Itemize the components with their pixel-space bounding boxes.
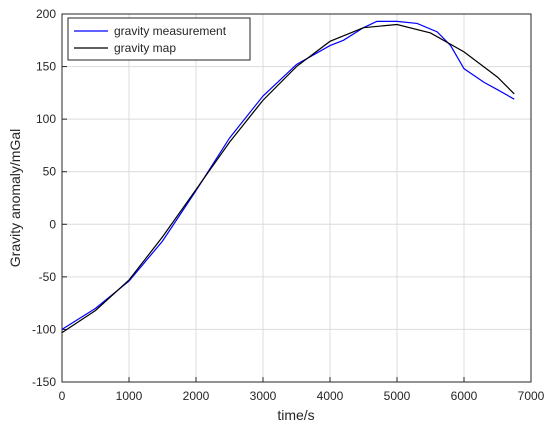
y-axis-label: Gravity anomaly/mGal <box>7 129 23 267</box>
plot-frame <box>61 13 532 383</box>
y-tick-label: 150 <box>36 60 56 74</box>
x-tick-label: 0 <box>59 389 66 403</box>
x-tick-label: 2000 <box>183 389 210 403</box>
y-tick-label: 50 <box>43 165 57 179</box>
y-tick-label: 100 <box>36 112 56 126</box>
legend: gravity measurement gravity map <box>67 17 251 61</box>
x-tick-label: 5000 <box>384 389 411 403</box>
x-tick-label: 1000 <box>116 389 143 403</box>
legend-label: gravity measurement <box>114 24 227 38</box>
y-tick-label: 200 <box>36 7 56 21</box>
x-tick-label: 4000 <box>317 389 344 403</box>
data-line <box>61 23 515 334</box>
x-axis-label: time/s <box>277 407 314 423</box>
legend-box <box>67 17 251 61</box>
x-tick-label: 3000 <box>250 389 277 403</box>
y-tick-label: 0 <box>49 217 56 231</box>
data-line <box>61 20 515 330</box>
y-tick-label: -150 <box>32 375 56 389</box>
x-tick-label: 6000 <box>451 389 478 403</box>
y-tick-label: -50 <box>39 270 57 284</box>
x-tick-label: 7000 <box>518 389 545 403</box>
legend-label: gravity map <box>114 41 176 55</box>
y-tick-label: -100 <box>32 322 56 336</box>
